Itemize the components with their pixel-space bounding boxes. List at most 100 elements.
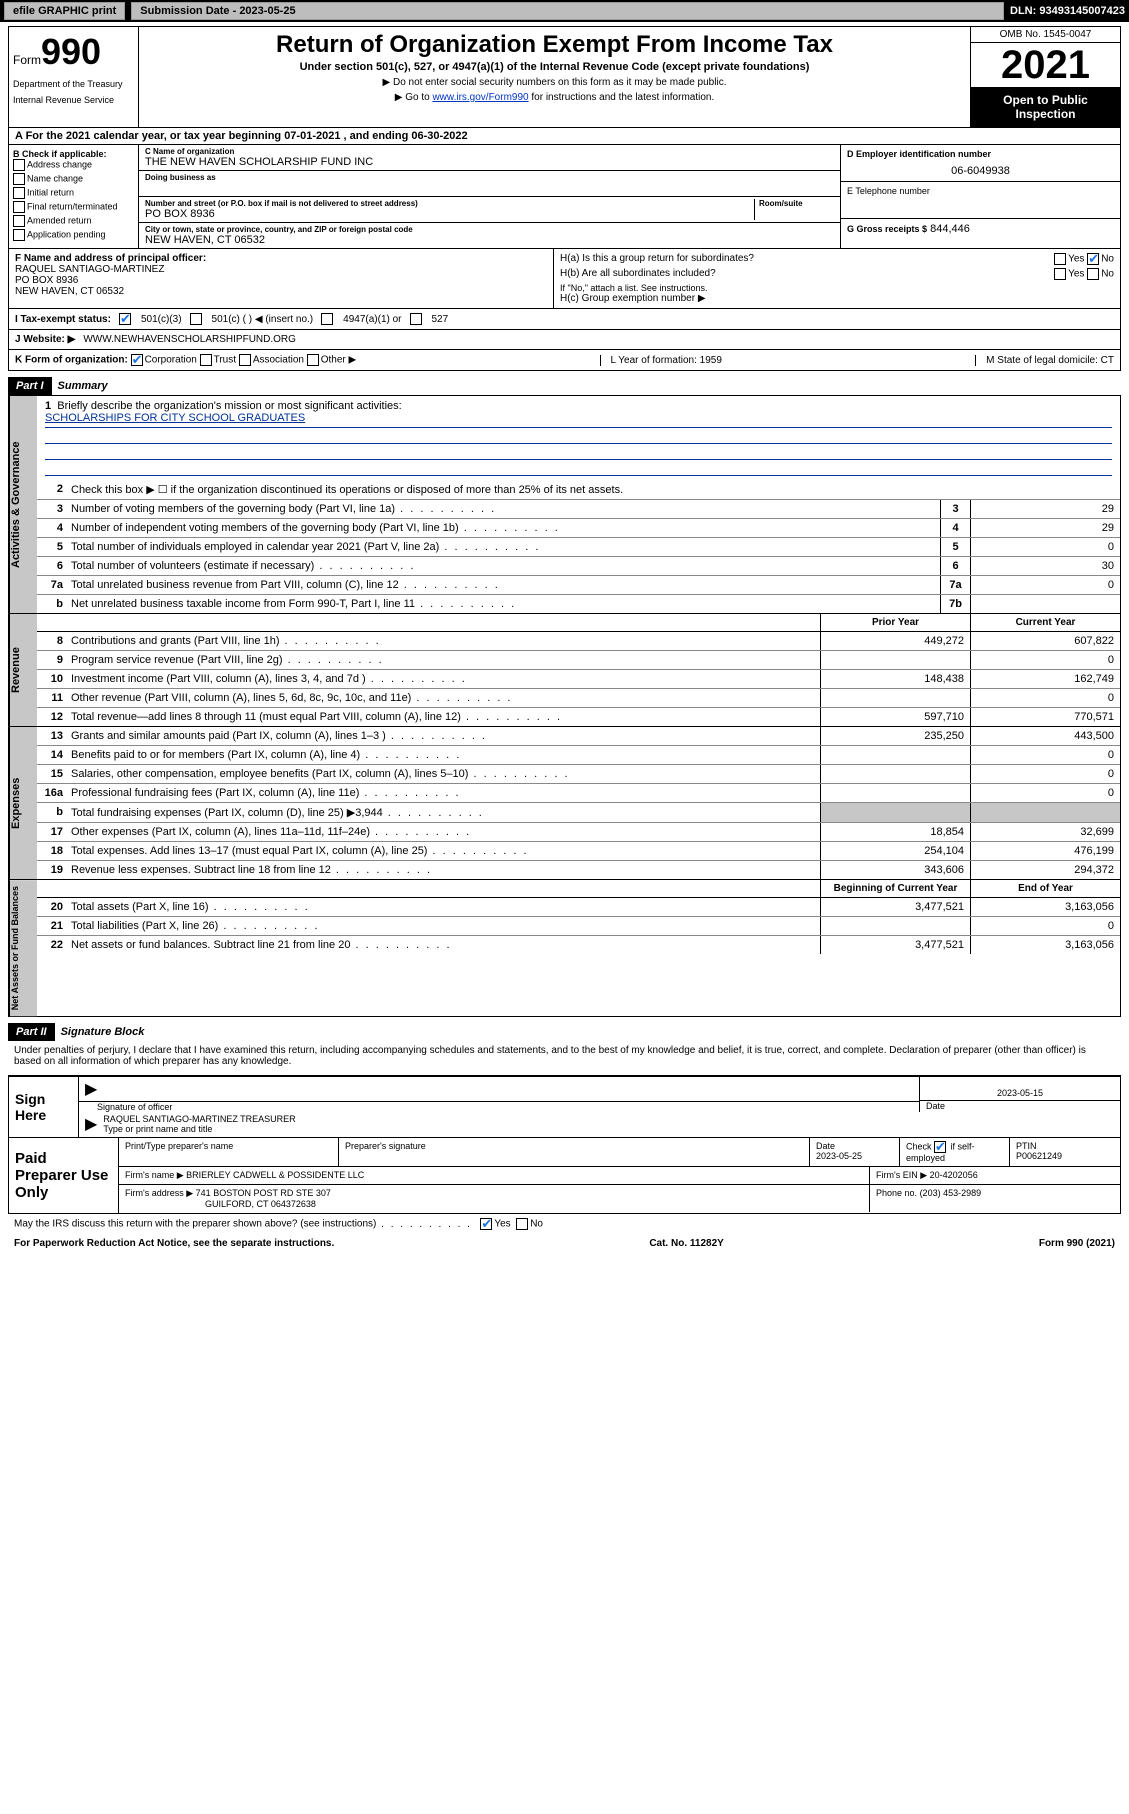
city-label: City or town, state or province, country… — [145, 225, 834, 234]
year-formation: L Year of formation: 1959 — [600, 355, 732, 366]
street-label: Number and street (or P.O. box if mail i… — [145, 199, 754, 208]
org-name-label: C Name of organization — [145, 147, 834, 156]
prior-year-hdr: Prior Year — [820, 614, 970, 631]
efile-button[interactable]: efile GRAPHIC print — [4, 2, 125, 20]
other-checkbox[interactable] — [307, 354, 319, 366]
print-name-label: Print/Type preparer's name — [119, 1138, 339, 1166]
discuss-label: May the IRS discuss this return with the… — [14, 1219, 472, 1230]
ha-no: No — [1101, 254, 1114, 265]
cat-no: Cat. No. 11282Y — [649, 1238, 723, 1249]
initial-return-checkbox[interactable] — [13, 187, 25, 199]
tax-period: A For the 2021 calendar year, or tax yea… — [8, 128, 1121, 145]
hb-no: No — [1101, 269, 1114, 280]
self-employed-checkbox[interactable] — [934, 1141, 946, 1153]
part-ii-title: Signature Block — [61, 1026, 145, 1038]
hb-yes: Yes — [1068, 269, 1084, 280]
public-inspection: Open to Public Inspection — [971, 87, 1120, 127]
goto-pre: ▶ Go to — [395, 92, 433, 103]
ha-yes-checkbox[interactable] — [1054, 253, 1066, 265]
opt-address: Address change — [27, 159, 92, 169]
sig-date: 2023-05-15 — [920, 1077, 1120, 1101]
form-number: 990 — [41, 31, 101, 72]
corp-checkbox[interactable] — [131, 354, 143, 366]
501c-checkbox[interactable] — [190, 313, 202, 325]
q2: Check this box ▶ ☐ if the organization d… — [67, 480, 1120, 499]
firm-name-label: Firm's name ▶ — [125, 1170, 184, 1180]
website-label: J Website: ▶ — [15, 334, 75, 345]
check-label: Check — [906, 1142, 932, 1152]
section-b-header: B Check if applicable: — [13, 149, 134, 159]
opt-527: 527 — [432, 314, 449, 325]
officer-name: RAQUEL SANTIAGO-MARTINEZ — [15, 264, 547, 275]
opt-amended: Amended return — [27, 215, 92, 225]
website-url: WWW.NEWHAVENSCHOLARSHIPFUND.ORG — [83, 334, 296, 345]
part-i-header: Part I — [8, 377, 52, 395]
opt-final: Final return/terminated — [27, 201, 118, 211]
pra-notice: For Paperwork Reduction Act Notice, see … — [14, 1238, 334, 1249]
dln: DLN: 93493145007423 — [1010, 5, 1125, 17]
net-assets-label: Net Assets or Fund Balances — [9, 880, 37, 1016]
prep-phone-label: Phone no. — [876, 1188, 917, 1198]
department: Department of the Treasury — [13, 79, 134, 89]
boc-hdr: Beginning of Current Year — [820, 880, 970, 897]
discuss-yes: Yes — [494, 1219, 510, 1230]
ptin-label: PTIN — [1016, 1141, 1114, 1151]
opt-name: Name change — [27, 173, 83, 183]
firm-name: BRIERLEY CADWELL & POSSIDENTE LLC — [186, 1170, 364, 1180]
firm-ein-label: Firm's EIN ▶ — [876, 1170, 927, 1180]
final-return-checkbox[interactable] — [13, 201, 25, 213]
prep-phone: (203) 453-2989 — [920, 1188, 982, 1198]
irs-link[interactable]: www.irs.gov/Form990 — [432, 92, 528, 103]
prep-date: 2023-05-25 — [816, 1151, 893, 1161]
501c3-checkbox[interactable] — [119, 313, 131, 325]
527-checkbox[interactable] — [410, 313, 422, 325]
revenue-label: Revenue — [9, 614, 37, 726]
mission-text: SCHOLARSHIPS FOR CITY SCHOOL GRADUATES — [45, 412, 1112, 428]
opt-501c: 501(c) ( ) ◀ (insert no.) — [212, 314, 314, 325]
hb-no-checkbox[interactable] — [1087, 268, 1099, 280]
sig-declaration: Under penalties of perjury, I declare th… — [8, 1041, 1121, 1071]
status-label: I Tax-exempt status: — [15, 314, 111, 325]
prep-sig-label: Preparer's signature — [339, 1138, 810, 1166]
gross-value: 844,446 — [930, 223, 970, 235]
app-pending-checkbox[interactable] — [13, 229, 25, 241]
discuss-no-checkbox[interactable] — [516, 1218, 528, 1230]
ha-yes: Yes — [1068, 254, 1084, 265]
4947-checkbox[interactable] — [321, 313, 333, 325]
opt-assoc: Association — [253, 355, 304, 366]
street-value: PO BOX 8936 — [145, 208, 754, 220]
address-change-checkbox[interactable] — [13, 159, 25, 171]
ha-label: H(a) Is this a group return for subordin… — [560, 253, 754, 265]
discuss-yes-checkbox[interactable] — [480, 1218, 492, 1230]
tax-year: 2021 — [971, 43, 1120, 87]
ein-value: 06-6049938 — [847, 165, 1114, 177]
dba-label: Doing business as — [145, 173, 834, 182]
opt-corp: Corporation — [145, 355, 197, 366]
phone-label: E Telephone number — [847, 186, 1114, 196]
ssn-note: ▶ Do not enter social security numbers o… — [143, 77, 966, 88]
state-domicile: M State of legal domicile: CT — [975, 355, 1114, 366]
gross-label: G Gross receipts $ — [847, 224, 927, 234]
opt-pending: Application pending — [27, 229, 106, 239]
hb-yes-checkbox[interactable] — [1054, 268, 1066, 280]
city-value: NEW HAVEN, CT 06532 — [145, 234, 834, 246]
firm-addr-label: Firm's address ▶ — [125, 1188, 193, 1198]
opt-initial: Initial return — [27, 187, 74, 197]
hb-note: If "No," attach a list. See instructions… — [560, 283, 1114, 293]
ptin-value: P00621249 — [1016, 1151, 1114, 1161]
officer-label: F Name and address of principal officer: — [15, 253, 547, 264]
paid-preparer-label: Paid Preparer Use Only — [9, 1138, 119, 1213]
opt-501c3: 501(c)(3) — [141, 314, 182, 325]
amended-return-checkbox[interactable] — [13, 215, 25, 227]
trust-checkbox[interactable] — [200, 354, 212, 366]
ha-no-checkbox[interactable] — [1087, 253, 1099, 265]
name-change-checkbox[interactable] — [13, 173, 25, 185]
irs-label: Internal Revenue Service — [13, 95, 134, 105]
sig-name-label: Type or print name and title — [103, 1124, 295, 1134]
sig-officer-label: Signature of officer — [79, 1102, 919, 1112]
assoc-checkbox[interactable] — [239, 354, 251, 366]
omb-number: OMB No. 1545-0047 — [971, 27, 1120, 43]
section-b: B Check if applicable: Address change Na… — [9, 145, 139, 248]
goto-post: for instructions and the latest informat… — [529, 92, 715, 103]
prep-date-label: Date — [816, 1141, 893, 1151]
